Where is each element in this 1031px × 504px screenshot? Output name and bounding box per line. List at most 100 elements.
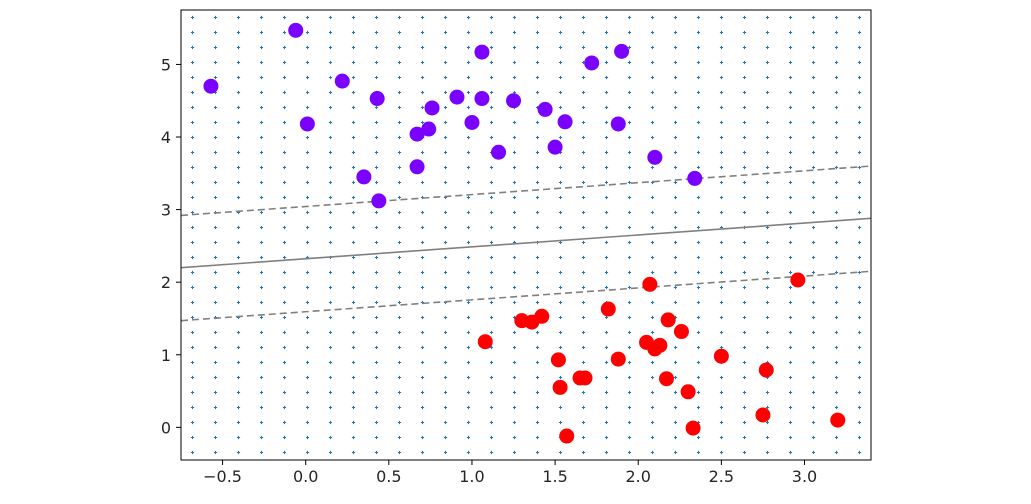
grid-plus-marker — [627, 330, 632, 335]
grid-plus-marker — [558, 300, 563, 305]
grid-plus-marker — [857, 75, 862, 80]
grid-plus-marker — [673, 210, 678, 215]
grid-plus-marker — [673, 165, 678, 170]
grid-plus-marker — [788, 165, 793, 170]
grid-plus-marker — [328, 15, 333, 20]
grid-plus-marker — [742, 90, 747, 95]
grid-plus-marker — [604, 75, 609, 80]
grid-plus-marker — [512, 375, 517, 380]
grid-plus-marker — [466, 165, 471, 170]
grid-plus-marker — [788, 255, 793, 260]
grid-plus-marker — [811, 270, 816, 275]
grid-plus-marker — [765, 180, 770, 185]
x-tick-label: 0.5 — [376, 467, 401, 486]
grid-plus-marker — [719, 330, 724, 335]
grid-plus-marker — [535, 255, 540, 260]
grid-plus-marker — [581, 165, 586, 170]
scatter-point-class-1 — [477, 334, 493, 350]
grid-plus-marker — [742, 255, 747, 260]
grid-plus-marker — [443, 105, 448, 110]
grid-plus-marker — [236, 180, 241, 185]
grid-plus-marker — [581, 300, 586, 305]
grid-plus-marker — [236, 120, 241, 125]
grid-plus-marker — [351, 420, 356, 425]
grid-plus-marker — [535, 135, 540, 140]
grid-plus-marker — [305, 75, 310, 80]
grid-plus-marker — [857, 60, 862, 65]
grid-plus-marker — [282, 405, 287, 410]
grid-plus-marker — [466, 360, 471, 365]
grid-plus-marker — [190, 165, 195, 170]
grid-plus-marker — [604, 45, 609, 50]
grid-plus-marker — [190, 375, 195, 380]
grid-plus-marker — [190, 210, 195, 215]
grid-plus-marker — [696, 105, 701, 110]
scatter-point-class-1 — [552, 379, 568, 395]
grid-plus-marker — [673, 435, 678, 440]
scatter-point-class-1 — [550, 352, 566, 368]
grid-plus-marker — [811, 45, 816, 50]
grid-plus-marker — [696, 120, 701, 125]
grid-plus-marker — [236, 270, 241, 275]
grid-plus-marker — [811, 90, 816, 95]
grid-plus-marker — [811, 345, 816, 350]
grid-plus-marker — [650, 45, 655, 50]
grid-plus-marker — [604, 150, 609, 155]
grid-plus-marker — [742, 180, 747, 185]
margin-line — [180, 270, 872, 322]
grid-plus-marker — [742, 270, 747, 275]
grid-plus-marker — [604, 255, 609, 260]
grid-plus-marker — [420, 105, 425, 110]
grid-plus-marker — [742, 60, 747, 65]
scatter-point-class-0 — [557, 114, 573, 130]
grid-plus-marker — [305, 345, 310, 350]
grid-plus-marker — [374, 405, 379, 410]
grid-plus-marker — [742, 285, 747, 290]
grid-plus-marker — [236, 255, 241, 260]
grid-plus-marker — [236, 15, 241, 20]
grid-plus-marker — [512, 75, 517, 80]
grid-plus-marker — [696, 135, 701, 140]
grid-plus-marker — [305, 405, 310, 410]
grid-plus-marker — [834, 135, 839, 140]
grid-plus-marker — [305, 270, 310, 275]
grid-plus-marker — [328, 330, 333, 335]
grid-plus-marker — [604, 420, 609, 425]
grid-plus-marker — [558, 90, 563, 95]
grid-plus-marker — [719, 150, 724, 155]
grid-plus-marker — [535, 390, 540, 395]
grid-plus-marker — [811, 195, 816, 200]
grid-plus-marker — [259, 120, 264, 125]
grid-plus-marker — [282, 450, 287, 455]
grid-plus-marker — [811, 390, 816, 395]
grid-plus-marker — [213, 195, 218, 200]
grid-plus-marker — [811, 150, 816, 155]
x-tick-label: 1.5 — [542, 467, 567, 486]
grid-plus-marker — [581, 360, 586, 365]
grid-plus-marker — [788, 150, 793, 155]
grid-plus-marker — [443, 120, 448, 125]
grid-plus-marker — [213, 270, 218, 275]
grid-plus-marker — [489, 375, 494, 380]
grid-plus-marker — [374, 225, 379, 230]
grid-plus-marker — [834, 75, 839, 80]
grid-plus-marker — [765, 75, 770, 80]
grid-plus-marker — [443, 45, 448, 50]
grid-plus-marker — [673, 420, 678, 425]
grid-plus-marker — [627, 255, 632, 260]
grid-plus-marker — [236, 435, 241, 440]
grid-plus-marker — [397, 120, 402, 125]
grid-plus-marker — [604, 360, 609, 365]
grid-plus-marker — [558, 240, 563, 245]
grid-plus-marker — [351, 330, 356, 335]
grid-plus-marker — [420, 285, 425, 290]
grid-plus-marker — [719, 270, 724, 275]
grid-plus-marker — [742, 165, 747, 170]
grid-plus-marker — [351, 150, 356, 155]
scatter-point-class-1 — [652, 337, 668, 353]
grid-plus-marker — [719, 120, 724, 125]
grid-plus-marker — [305, 135, 310, 140]
grid-plus-marker — [282, 210, 287, 215]
grid-plus-marker — [673, 135, 678, 140]
grid-plus-marker — [190, 45, 195, 50]
